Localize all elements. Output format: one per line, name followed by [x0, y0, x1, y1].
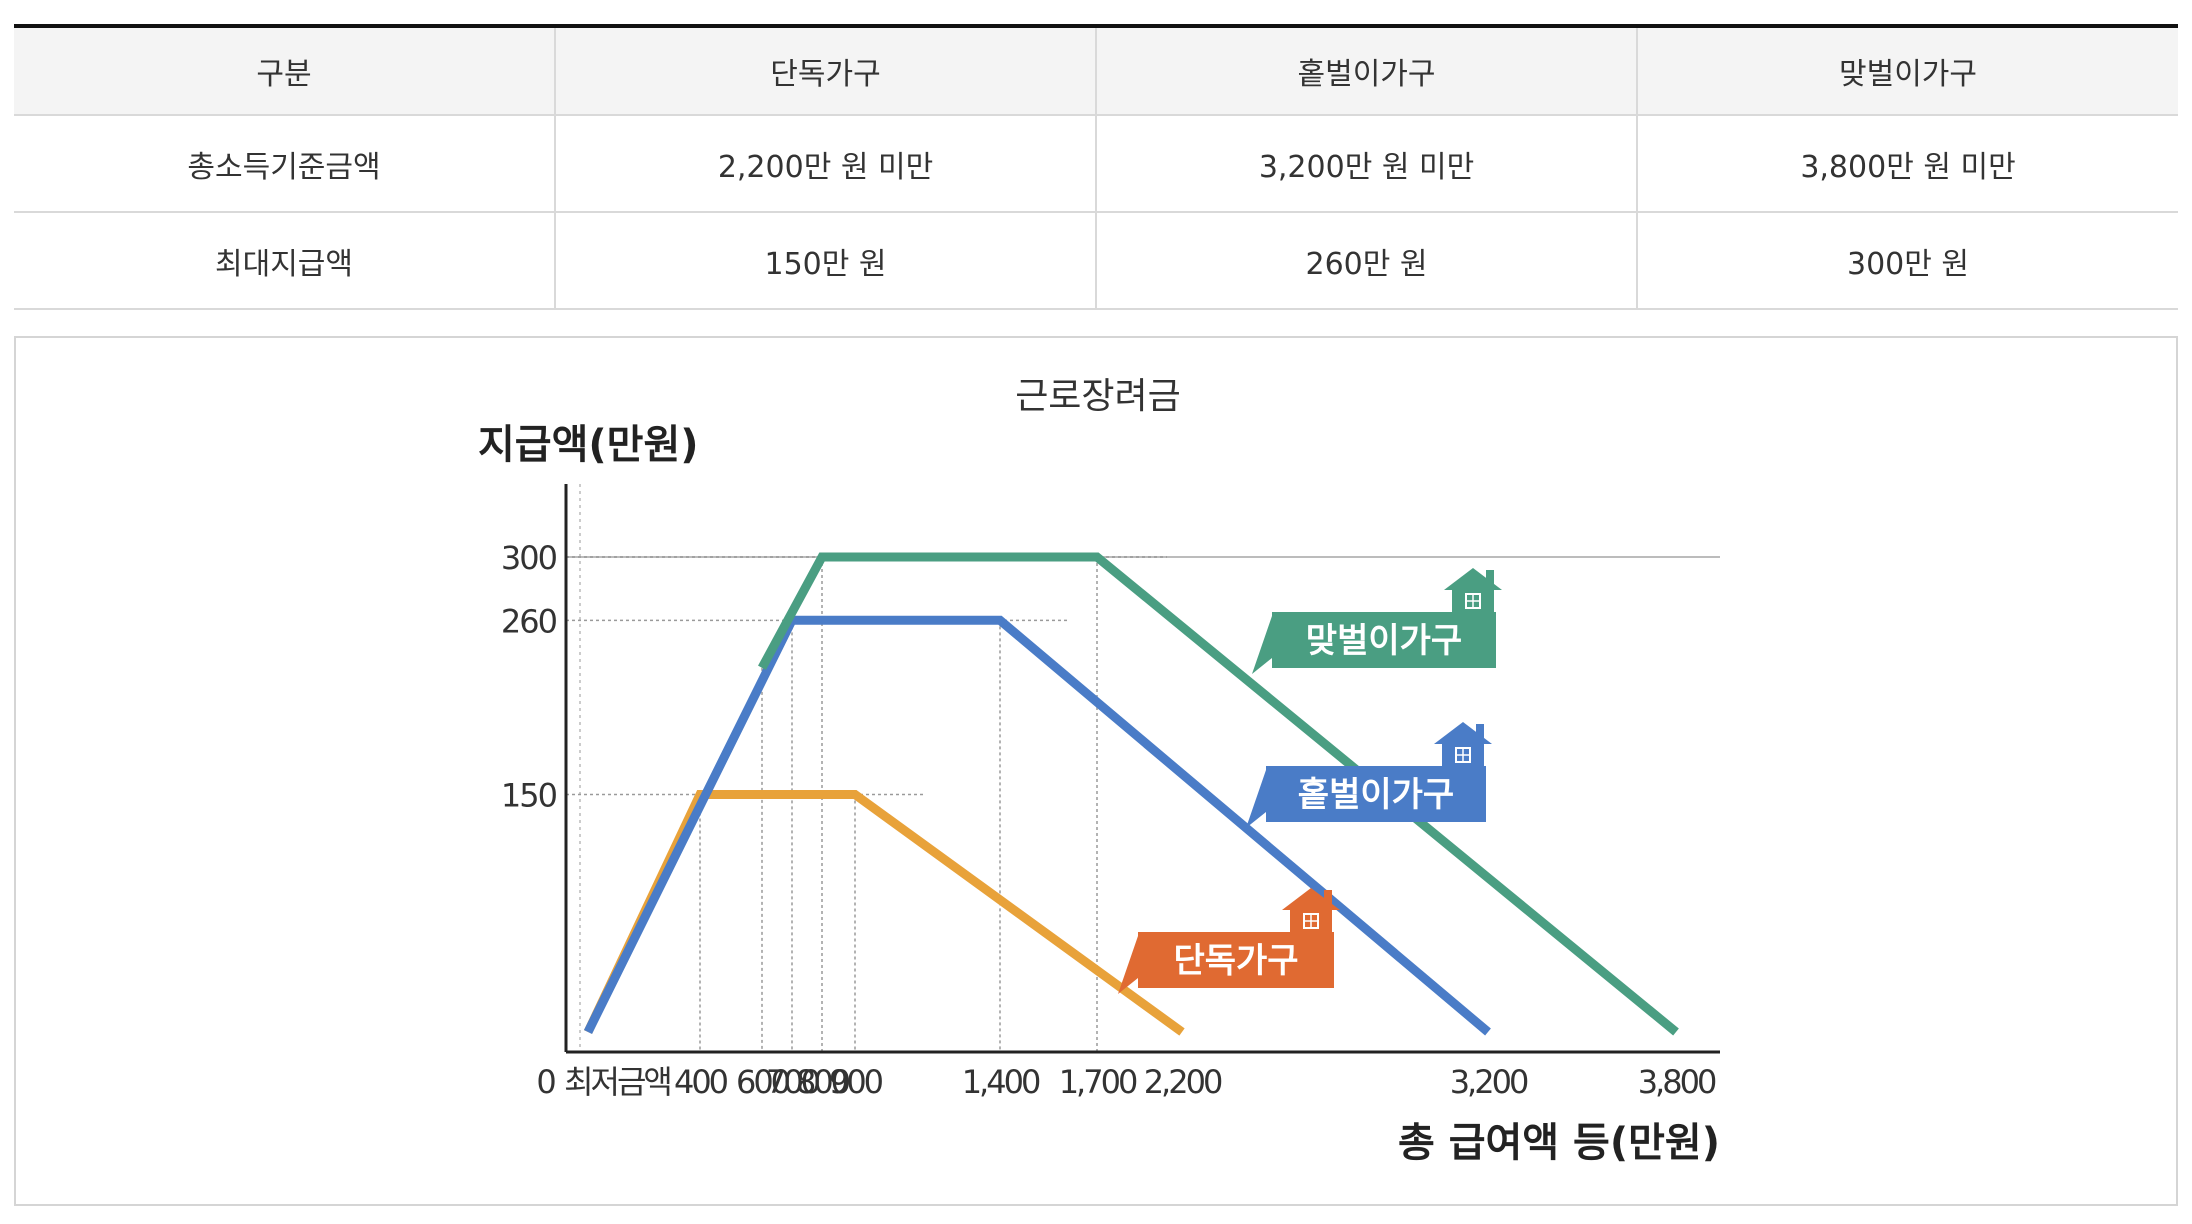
label-box — [1138, 932, 1334, 988]
y-tick-label: 300 — [501, 539, 557, 577]
house-icon — [1434, 722, 1492, 768]
chart-title: 근로장려금 — [1015, 376, 1181, 417]
series-line-1 — [583, 615, 1491, 1036]
table-cell: 260만 원 — [1095, 212, 1637, 310]
table-cell: 150만 원 — [554, 212, 1096, 310]
series-name: 단독가구 — [1173, 941, 1298, 981]
table-cell: 300만 원 — [1636, 212, 2178, 310]
house-icon — [1282, 888, 1340, 934]
series-label-1: 홑벌이가구 — [1246, 722, 1492, 828]
row-label-income: 총소득기준금액 — [14, 115, 555, 213]
x-tick-label: 900 — [829, 1063, 883, 1101]
table-cell: 2,200만 원 미만 — [554, 115, 1096, 213]
label-pointer — [1118, 936, 1138, 994]
x-tick-label: 3,200 — [1450, 1063, 1528, 1101]
series-label-0: 단독가구 — [1118, 888, 1340, 994]
header-single-earner: 홑벌이가구 — [1095, 26, 1637, 116]
x-axis-title: 총 급여액 등(만원) — [1398, 1120, 1720, 1166]
table-header-row: 구분 단독가구 홑벌이가구 맞벌이가구 — [14, 26, 2178, 116]
row-label-max-amount: 최대지급액 — [14, 212, 555, 310]
x-tick-label: 800 — [796, 1063, 850, 1101]
series-labels: 단독가구 홑벌이가구 맞벌이가구 — [1118, 568, 1502, 994]
y-tick-label: 150 — [501, 777, 557, 815]
x-tick-label: 최저금액 — [564, 1063, 670, 1101]
x-tick-label: 700 — [766, 1063, 820, 1101]
x-tick-label: 400 — [674, 1063, 728, 1101]
benefit-table: 구분 단독가구 홑벌이가구 맞벌이가구 총소득기준금액 2,200만 원 미만 … — [14, 24, 2178, 310]
x-tick-label: 0 — [536, 1063, 555, 1101]
series-line-0 — [583, 790, 1185, 1036]
table-cell: 3,800만 원 미만 — [1636, 115, 2178, 213]
series-name: 맞벌이가구 — [1306, 621, 1462, 661]
x-tick-label: 1,700 — [1059, 1063, 1137, 1101]
y-tick-label: 260 — [501, 602, 557, 640]
x-tick-label: 2,200 — [1144, 1063, 1222, 1101]
header-dual-earner: 맞벌이가구 — [1636, 26, 2178, 116]
house-icon — [1444, 568, 1502, 614]
label-pointer — [1246, 770, 1266, 828]
table-row: 총소득기준금액 2,200만 원 미만 3,200만 원 미만 3,800만 원… — [14, 115, 2178, 213]
series-label-2: 맞벌이가구 — [1252, 568, 1502, 674]
label-box — [1272, 612, 1496, 668]
x-tick-label: 3,800 — [1638, 1063, 1716, 1101]
label-box — [1266, 766, 1486, 822]
header-category: 구분 — [14, 26, 555, 116]
header-single: 단독가구 — [554, 26, 1096, 116]
table-cell: 3,200만 원 미만 — [1095, 115, 1637, 213]
y-axis-title: 지급액(만원) — [478, 422, 699, 468]
label-pointer — [1252, 616, 1272, 674]
x-tick-label: 1,400 — [962, 1063, 1040, 1101]
series-name: 홑벌이가구 — [1298, 775, 1454, 815]
chart-panel — [14, 336, 2178, 1206]
table-row: 최대지급액 150만 원 260만 원 300만 원 — [14, 212, 2178, 310]
x-tick-label: 600 — [736, 1063, 790, 1101]
